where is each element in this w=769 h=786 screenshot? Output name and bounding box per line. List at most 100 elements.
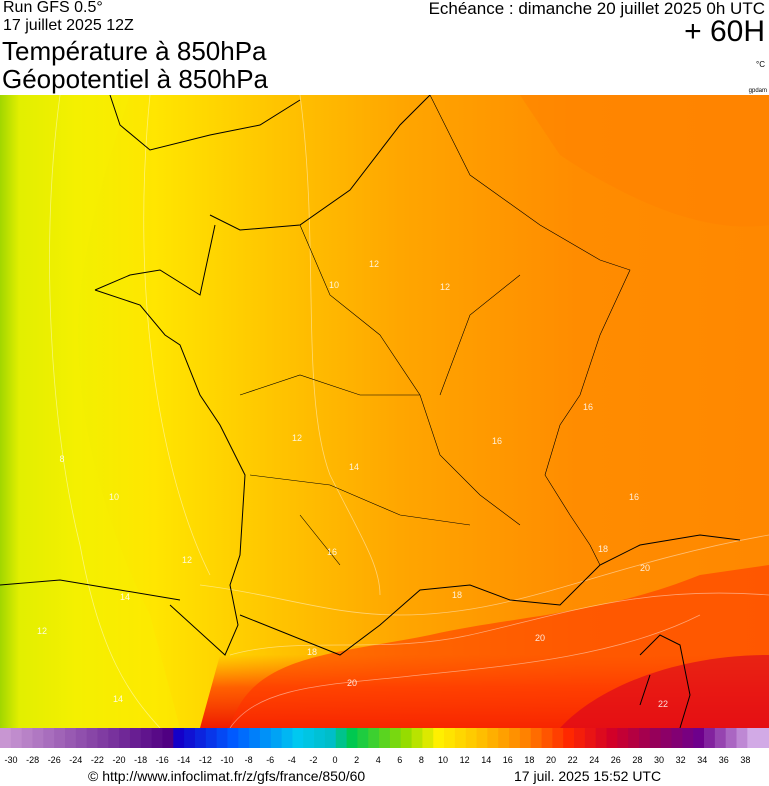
coastlines [0, 95, 741, 728]
contour-label: 20 [347, 678, 357, 688]
scale-label: -10 [220, 755, 233, 765]
color-swatch [129, 728, 142, 748]
color-swatch [454, 728, 467, 748]
color-swatch [270, 728, 283, 748]
contour-label: 16 [583, 402, 593, 412]
hot-core [560, 655, 769, 728]
color-swatch [487, 728, 499, 748]
color-swatch [335, 728, 348, 748]
unit: °C [756, 60, 765, 69]
scale-label: -2 [309, 755, 317, 765]
credit: gpdam [748, 88, 767, 94]
color-swatch [151, 728, 163, 748]
isotherms [49, 95, 769, 728]
color-swatch [140, 728, 153, 748]
color-swatch [0, 728, 12, 748]
color-swatch [292, 728, 304, 748]
color-swatch [303, 728, 315, 748]
warm-patch [520, 95, 769, 227]
color-swatch [43, 728, 55, 748]
color-swatch [682, 728, 694, 748]
scale-label: 30 [654, 755, 664, 765]
color-swatch [530, 728, 543, 748]
color-swatch [411, 728, 423, 748]
color-swatch [205, 728, 218, 748]
color-swatch [563, 728, 575, 748]
scale-label: 4 [376, 755, 381, 765]
color-swatch [314, 728, 326, 748]
scale-label: -22 [91, 755, 104, 765]
forecast-time: Echéance : dimanche 20 juillet 2025 0h U… [428, 0, 765, 18]
color-swatch [194, 728, 207, 748]
contour-label: 12 [182, 555, 192, 565]
color-swatch [389, 728, 402, 748]
scale-label: 6 [397, 755, 402, 765]
borders [239, 95, 631, 566]
color-swatch [227, 728, 239, 748]
color-swatch [476, 728, 488, 748]
scale-label: 16 [503, 755, 513, 765]
scale-label: -14 [177, 755, 190, 765]
color-swatch [249, 728, 261, 748]
title: Température à 850hPa [2, 36, 267, 66]
scale-label: 0 [332, 755, 337, 765]
run-date: 17 juillet 2025 12Z [3, 17, 134, 34]
lead-time: + 60H [684, 15, 765, 48]
color-swatch [368, 728, 380, 748]
contour-label: 14 [349, 462, 359, 472]
color-swatch [498, 728, 510, 748]
color-swatch [725, 728, 738, 748]
scale-label: 36 [719, 755, 729, 765]
cool-area [0, 95, 180, 728]
scale-label: 20 [546, 755, 556, 765]
scale-label: 18 [524, 755, 534, 765]
scale-label: -8 [245, 755, 253, 765]
color-swatch [693, 728, 705, 748]
color-swatch [21, 728, 33, 748]
color-swatch [324, 728, 337, 748]
contour-label: 18 [598, 544, 608, 554]
color-swatch [736, 728, 748, 748]
color-swatch [75, 728, 88, 748]
contour-label: 18 [307, 647, 317, 657]
color-swatch [758, 728, 769, 748]
contour-label: 10 [109, 492, 119, 502]
color-swatch [606, 728, 618, 748]
run-label: Run GFS 0.5° [3, 0, 103, 16]
scale-label: 8 [419, 755, 424, 765]
color-swatch [259, 728, 272, 748]
contour-label: 12 [37, 626, 47, 636]
color-swatch [64, 728, 77, 748]
color-swatch [379, 728, 391, 748]
color-swatch [465, 728, 478, 748]
scale-label: 24 [589, 755, 599, 765]
color-swatch [184, 728, 196, 748]
color-swatch [54, 728, 66, 748]
color-swatch [357, 728, 369, 748]
color-swatch [238, 728, 250, 748]
subtitle: Géopotentiel à 850hPa [2, 64, 268, 94]
contour-label: 18 [452, 590, 462, 600]
scale-label: 34 [697, 755, 707, 765]
color-swatch [747, 728, 759, 748]
contour-label: 10 [329, 280, 339, 290]
color-swatch [108, 728, 120, 748]
color-swatch [519, 728, 532, 748]
contour-label: 16 [629, 492, 639, 502]
scale-label: 32 [676, 755, 686, 765]
scale-label: 22 [568, 755, 578, 765]
color-swatch [281, 728, 293, 748]
color-swatch [628, 728, 640, 748]
scale-label: -30 [4, 755, 17, 765]
map: 12 10 12 12 14 16 16 16 16 18 20 18 18 20 20 22 8 10 12 14 1… [0, 95, 769, 728]
contour-labels: 12 10 12 12 14 16 16 16 16 18 20 18 18 20 20 22 8 10 12 14 1… [37, 259, 668, 709]
color-swatch [584, 728, 597, 748]
scale-label: 10 [438, 755, 448, 765]
contour-label: 12 [369, 259, 379, 269]
scale-label: -24 [69, 755, 82, 765]
color-swatch [400, 728, 413, 748]
scale-label: -6 [266, 755, 274, 765]
scale-label: 2 [354, 755, 359, 765]
color-swatch [660, 728, 673, 748]
